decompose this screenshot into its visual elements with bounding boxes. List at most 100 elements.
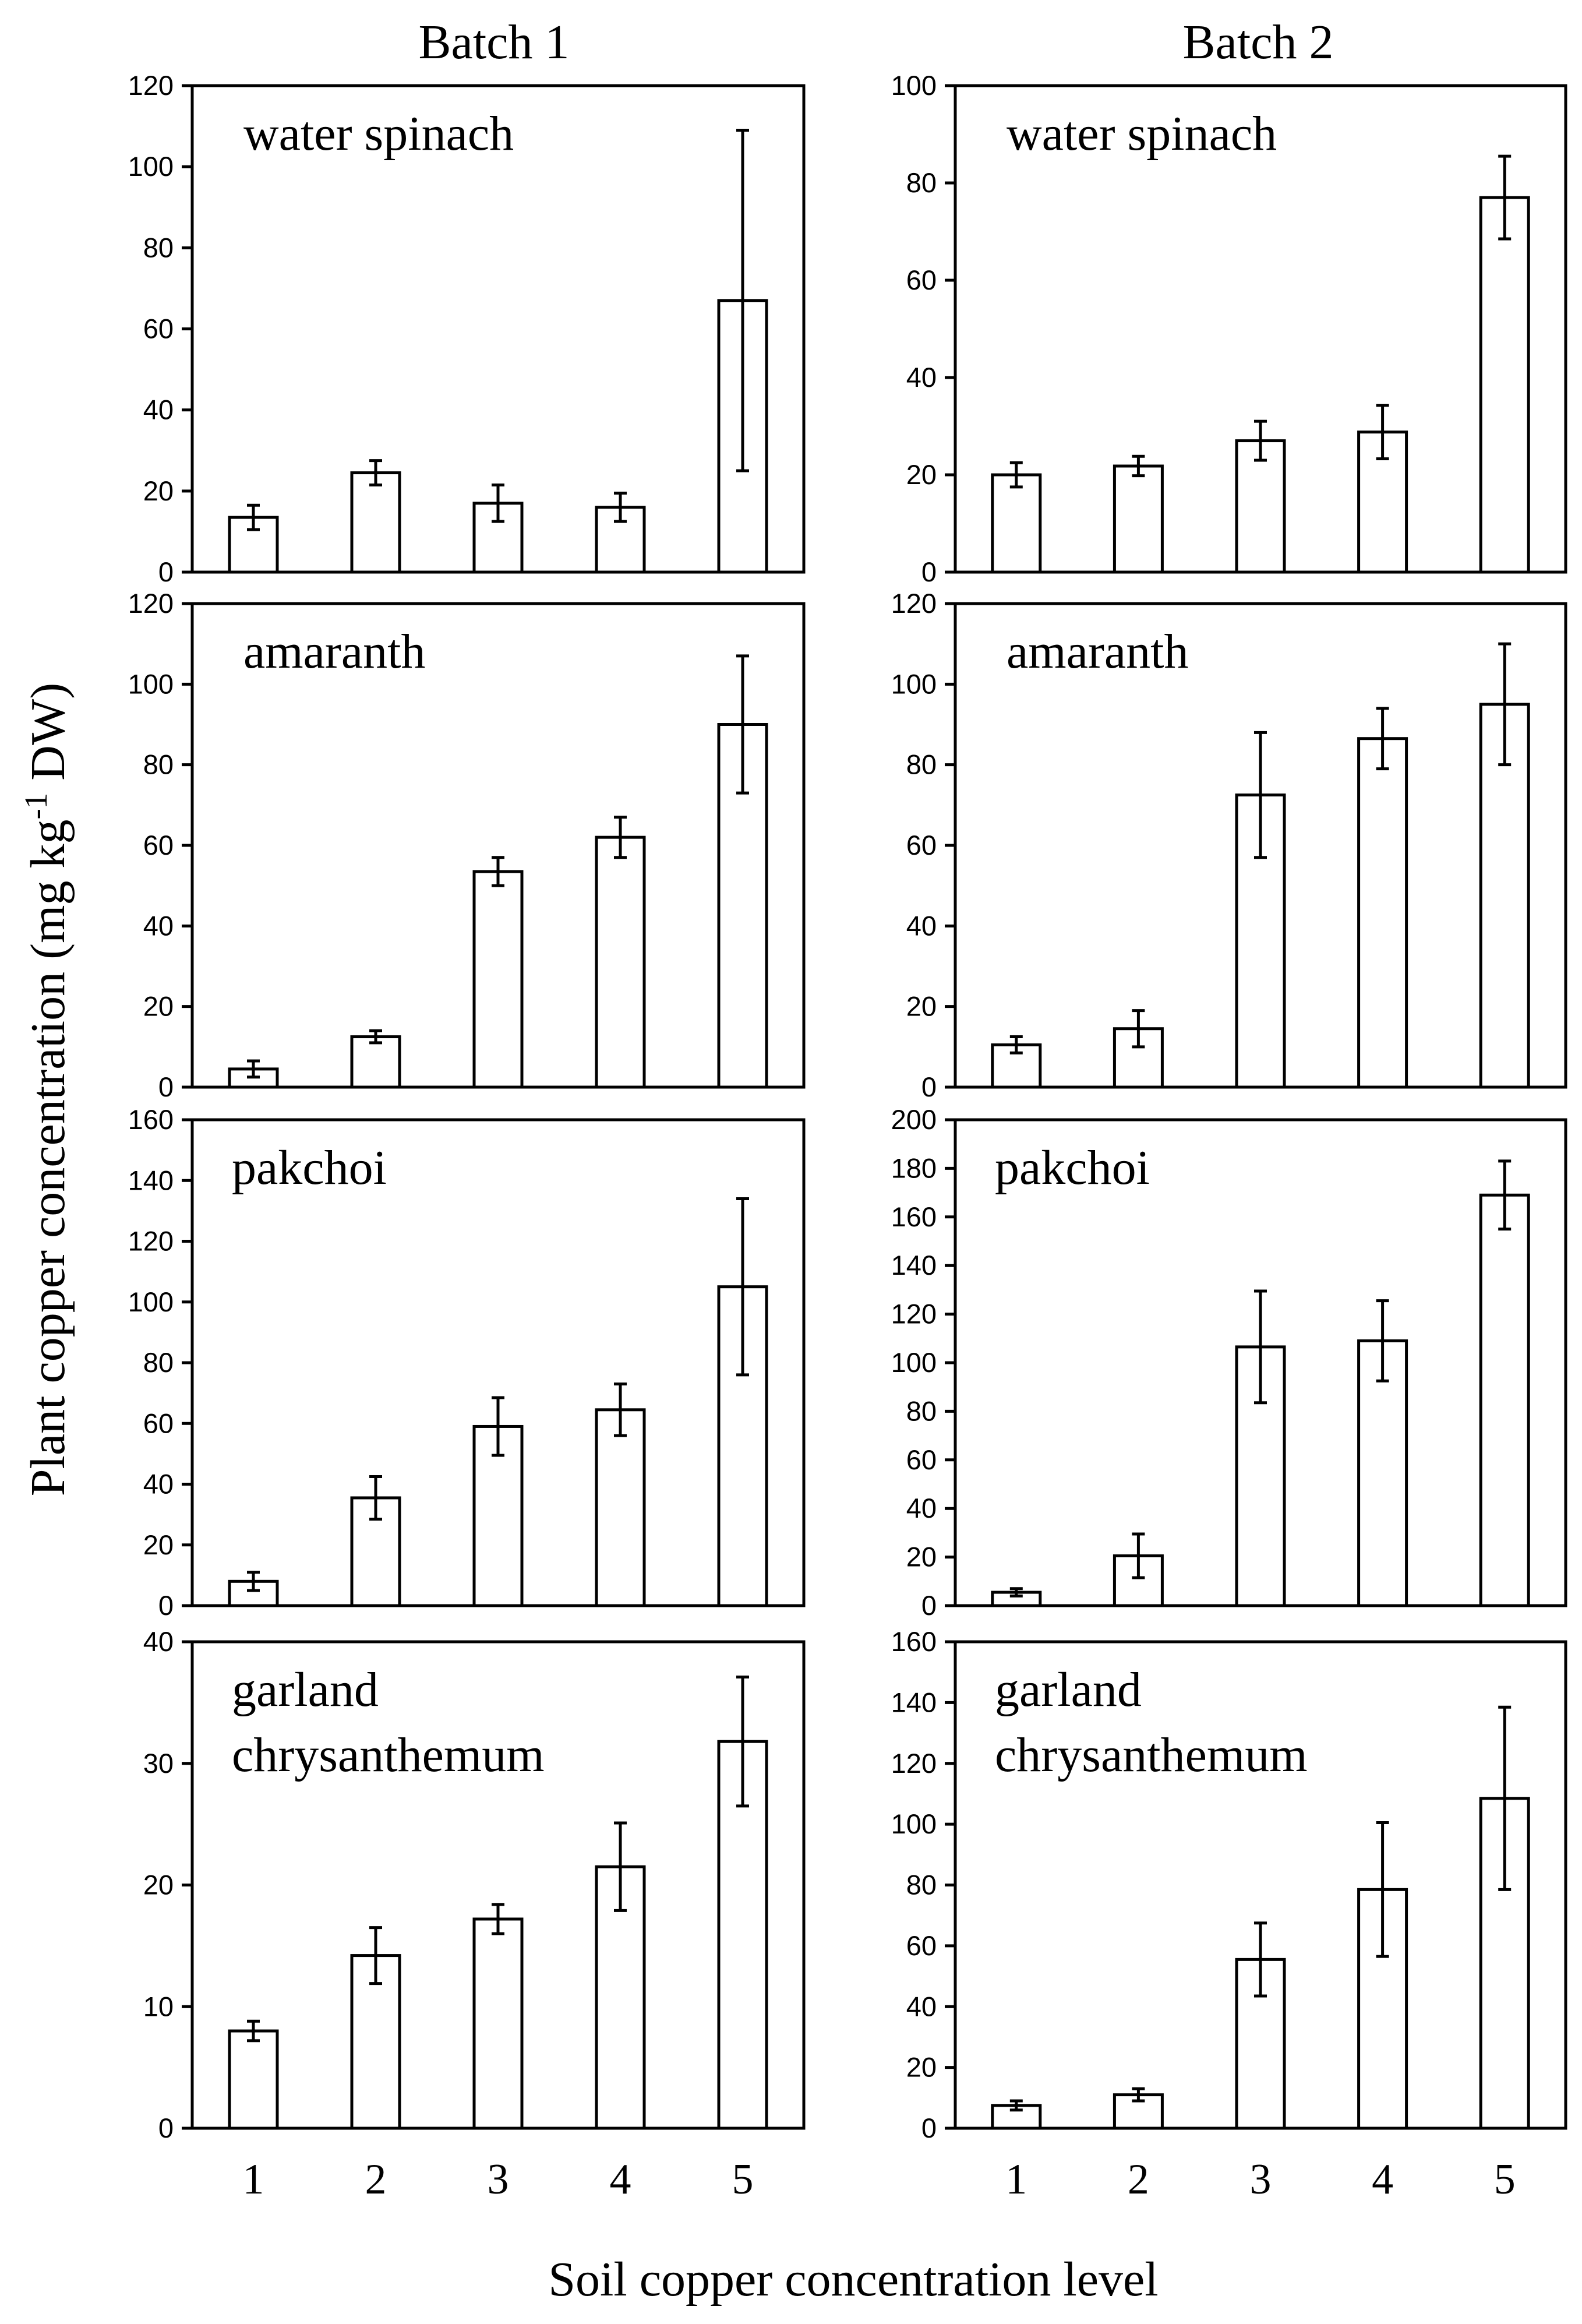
- y-tick-label: 100: [891, 1808, 937, 1839]
- plot-frame: [954, 84, 1567, 574]
- error-bar: [1498, 154, 1512, 241]
- error-bar: [1376, 1299, 1389, 1383]
- error-bar: [1132, 1532, 1145, 1579]
- species-label: pakchoi: [232, 1141, 387, 1195]
- x-tick-label: 2: [1128, 2156, 1149, 2203]
- y-tick-label: 0: [921, 1590, 937, 1621]
- y-tick-label: 40: [906, 362, 937, 393]
- bar: [1357, 737, 1408, 1089]
- bar: [1479, 196, 1530, 574]
- bar: [350, 471, 401, 574]
- error-bar: [736, 654, 749, 795]
- y-axis-title-tail: DW): [21, 683, 75, 793]
- species-label: garland: [232, 1663, 379, 1717]
- x-tick-label: 5: [1494, 2156, 1516, 2203]
- error-bar: [614, 1821, 627, 1912]
- y-tick-label: 0: [921, 1071, 937, 1102]
- y-tick-label: 20: [143, 1870, 174, 1900]
- bar: [472, 1917, 524, 2130]
- error-bar: [492, 856, 504, 887]
- y-tick-label: 10: [143, 1991, 174, 2022]
- error-bar: [1132, 1009, 1145, 1049]
- y-tick-label: 20: [143, 991, 174, 1022]
- y-tick-label: 60: [906, 830, 937, 861]
- x-tick-label: 5: [732, 2156, 754, 2203]
- y-axis-title: Plant copper concentration (mg kg-1 DW): [18, 683, 75, 1496]
- bar: [595, 1408, 646, 1607]
- y-tick-label: 0: [921, 2113, 937, 2143]
- error-bar: [736, 1676, 749, 1808]
- species-label: pakchoi: [995, 1141, 1150, 1195]
- species-label: amaranth: [243, 625, 426, 679]
- y-tick-label: 100: [891, 1347, 937, 1378]
- y-tick-label: 80: [143, 749, 174, 780]
- y-tick-label: 120: [128, 70, 174, 101]
- y-tick-label: 120: [891, 1299, 937, 1329]
- panel-3-batch-2: 0 20 40 60 80 100 120 140 160 180 200 pakchoi: [891, 1104, 1567, 1621]
- y-tick-label: 100: [891, 70, 937, 101]
- y-tick-label: 80: [906, 167, 937, 198]
- y-tick-label: 160: [891, 1626, 937, 1657]
- y-tick-label: 20: [143, 475, 174, 506]
- x-tick-label: 3: [1250, 2156, 1272, 2203]
- error-bar: [492, 483, 504, 523]
- y-tick-label: 40: [906, 910, 937, 941]
- y-axis-title-superscript: -1: [18, 793, 54, 820]
- error-bar: [247, 1059, 260, 1079]
- x-axis-title: Soil copper concentration level: [548, 2252, 1158, 2307]
- y-tick-label: 100: [128, 1286, 174, 1317]
- bar: [595, 835, 646, 1089]
- error-bar: [1254, 419, 1267, 462]
- plot-frame: [190, 84, 806, 574]
- error-bar: [369, 1475, 382, 1521]
- y-tick-label: 100: [128, 668, 174, 699]
- bar: [228, 2029, 279, 2130]
- y-tick-label: 140: [128, 1165, 174, 1195]
- error-bar: [1498, 1159, 1512, 1231]
- y-tick-label: 60: [143, 313, 174, 344]
- y-tick-label: 20: [906, 991, 937, 1022]
- plot-frame: [954, 1640, 1567, 2130]
- bar: [350, 1035, 401, 1089]
- plot-frame: [954, 602, 1567, 1089]
- y-tick-label: 200: [891, 1104, 937, 1135]
- error-bar: [736, 1197, 749, 1377]
- panel-1-batch-2: 0 20 40 60 80 100 water spinach: [891, 70, 1567, 587]
- species-label: chrysanthemum: [995, 1728, 1308, 1782]
- panel-4-batch-1: 0 10 20 30 40 garland chrysanthemum 1 2 3 4 5: [143, 1626, 806, 2203]
- y-tick-label: 40: [143, 1626, 174, 1657]
- error-bar: [492, 1396, 504, 1457]
- x-tick-label: 3: [488, 2156, 509, 2203]
- batch-1-title: Batch 1: [419, 15, 570, 69]
- panel-4-batch-2: 0 20 40 60 80 100 120 140 160 garland chrysanthemu…: [891, 1626, 1567, 2203]
- y-tick-label: 80: [906, 1870, 937, 1900]
- error-bar: [1009, 2099, 1023, 2112]
- bar: [1479, 703, 1530, 1089]
- y-tick-label: 80: [143, 232, 174, 263]
- y-tick-label: 60: [906, 1444, 937, 1475]
- error-bar: [614, 1382, 627, 1437]
- plot-frame: [190, 602, 806, 1089]
- panel-2-batch-1: 0 20 40 60 80 100 120 amaranth: [128, 588, 806, 1102]
- y-tick-label: 40: [143, 910, 174, 941]
- y-tick-label: 20: [143, 1529, 174, 1560]
- x-tick-label: 4: [1372, 2156, 1393, 2203]
- bar: [1113, 464, 1164, 574]
- bar: [991, 473, 1042, 574]
- y-tick-label: 120: [891, 1748, 937, 1779]
- y-tick-label: 140: [891, 1250, 937, 1281]
- x-tick-label: 1: [1005, 2156, 1027, 2203]
- error-bar: [369, 1029, 382, 1045]
- error-bar: [736, 129, 749, 472]
- y-tick-label: 40: [143, 1469, 174, 1500]
- y-tick-label: 160: [128, 1104, 174, 1135]
- y-tick-label: 0: [158, 556, 174, 587]
- x-tick-label: 4: [610, 2156, 631, 2203]
- y-tick-label: 40: [143, 394, 174, 425]
- x-tick-label: 1: [243, 2156, 264, 2203]
- species-label: water spinach: [243, 107, 514, 161]
- y-tick-label: 140: [891, 1687, 937, 1718]
- species-label: water spinach: [1007, 107, 1277, 161]
- error-bar: [1009, 1587, 1023, 1597]
